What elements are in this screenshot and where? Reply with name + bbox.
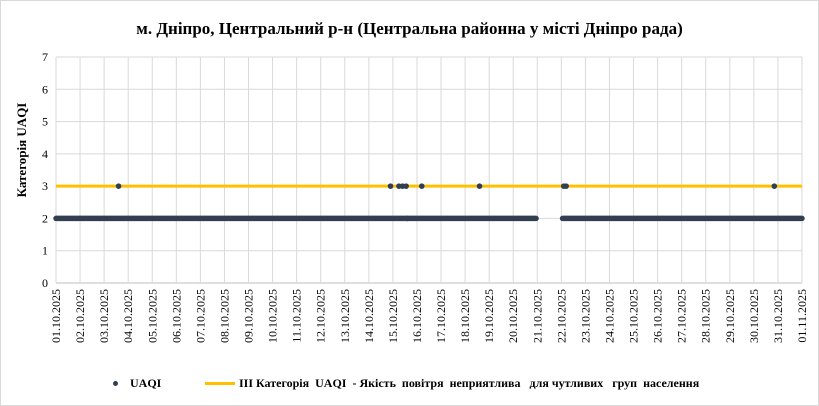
x-tick-label: 01.10.2025 (49, 289, 63, 343)
x-tick-label: 26.10.2025 (651, 289, 665, 343)
x-tick-label: 21.10.2025 (530, 289, 544, 343)
legend-marker-dot (113, 381, 118, 386)
x-tick-label: 30.10.2025 (747, 289, 761, 343)
x-tick-label: 04.10.2025 (121, 289, 135, 343)
x-tick-label: 24.10.2025 (602, 289, 616, 343)
legend-label-uaqi: UAQI (130, 376, 162, 390)
x-tick-label: 05.10.2025 (145, 289, 159, 343)
x-tick-label: 02.10.2025 (73, 289, 87, 343)
x-tick-label: 22.10.2025 (554, 289, 568, 343)
uaqi-point (404, 215, 411, 222)
x-tick-label: 23.10.2025 (578, 289, 592, 343)
x-tick-label: 18.10.2025 (458, 289, 472, 343)
uaqi-point (403, 183, 409, 189)
uaqi-point (418, 183, 425, 189)
y-tick-label: 3 (42, 179, 48, 193)
x-tick-label: 19.10.2025 (482, 289, 496, 343)
y-tick-label: 0 (42, 276, 48, 290)
x-tick-label: 16.10.2025 (410, 289, 424, 343)
x-tick-label: 10.10.2025 (266, 289, 280, 343)
x-tick-label: 01.11.2025 (795, 289, 809, 343)
chart-title: м. Дніпро, Центральний р-н (Центральна р… (136, 19, 683, 38)
x-tick-label: 13.10.2025 (338, 289, 352, 343)
y-tick-label: 1 (42, 244, 48, 258)
x-tick-label: 07.10.2025 (193, 289, 207, 343)
x-tick-label: 14.10.2025 (362, 289, 376, 343)
x-tick-label: 17.10.2025 (434, 289, 448, 343)
y-tick-label: 7 (42, 50, 48, 64)
x-tick-label: 28.10.2025 (699, 289, 713, 343)
x-tick-label: 08.10.2025 (217, 289, 231, 343)
x-tick-label: 03.10.2025 (97, 289, 111, 343)
x-tick-label: 20.10.2025 (506, 289, 520, 343)
legend: UAQI ІІІ Категорія UAQI - Якість повітря… (0, 376, 819, 394)
uaqi-point (387, 183, 394, 189)
y-tick-label: 6 (42, 82, 48, 96)
legend-label-category-3: ІІІ Категорія UAQI - Якість повітря непр… (239, 376, 700, 390)
x-tick-label: 06.10.2025 (169, 289, 183, 343)
y-tick-label: 5 (42, 115, 48, 129)
x-tick-label: 31.10.2025 (771, 289, 785, 343)
x-tick-label: 15.10.2025 (386, 289, 400, 343)
uaqi-point (771, 183, 778, 189)
x-tick-label: 25.10.2025 (627, 289, 641, 343)
uaqi-point (476, 183, 483, 189)
uaqi-point (563, 183, 569, 189)
legend-item-uaqi: UAQI (113, 376, 161, 391)
legend-item-category-3: ІІІ Категорія UAQI - Якість повітря непр… (205, 376, 699, 391)
x-tick-label: 12.10.2025 (314, 289, 328, 343)
uaqi-point (115, 183, 122, 189)
y-tick-label: 2 (42, 211, 48, 225)
legend-marker-line (205, 382, 235, 385)
x-tick-label: 11.10.2025 (290, 289, 304, 343)
y-tick-label: 4 (42, 147, 48, 161)
x-tick-label: 29.10.2025 (723, 289, 737, 343)
x-tick-label: 27.10.2025 (675, 289, 689, 343)
x-tick-label: 09.10.2025 (242, 289, 256, 343)
